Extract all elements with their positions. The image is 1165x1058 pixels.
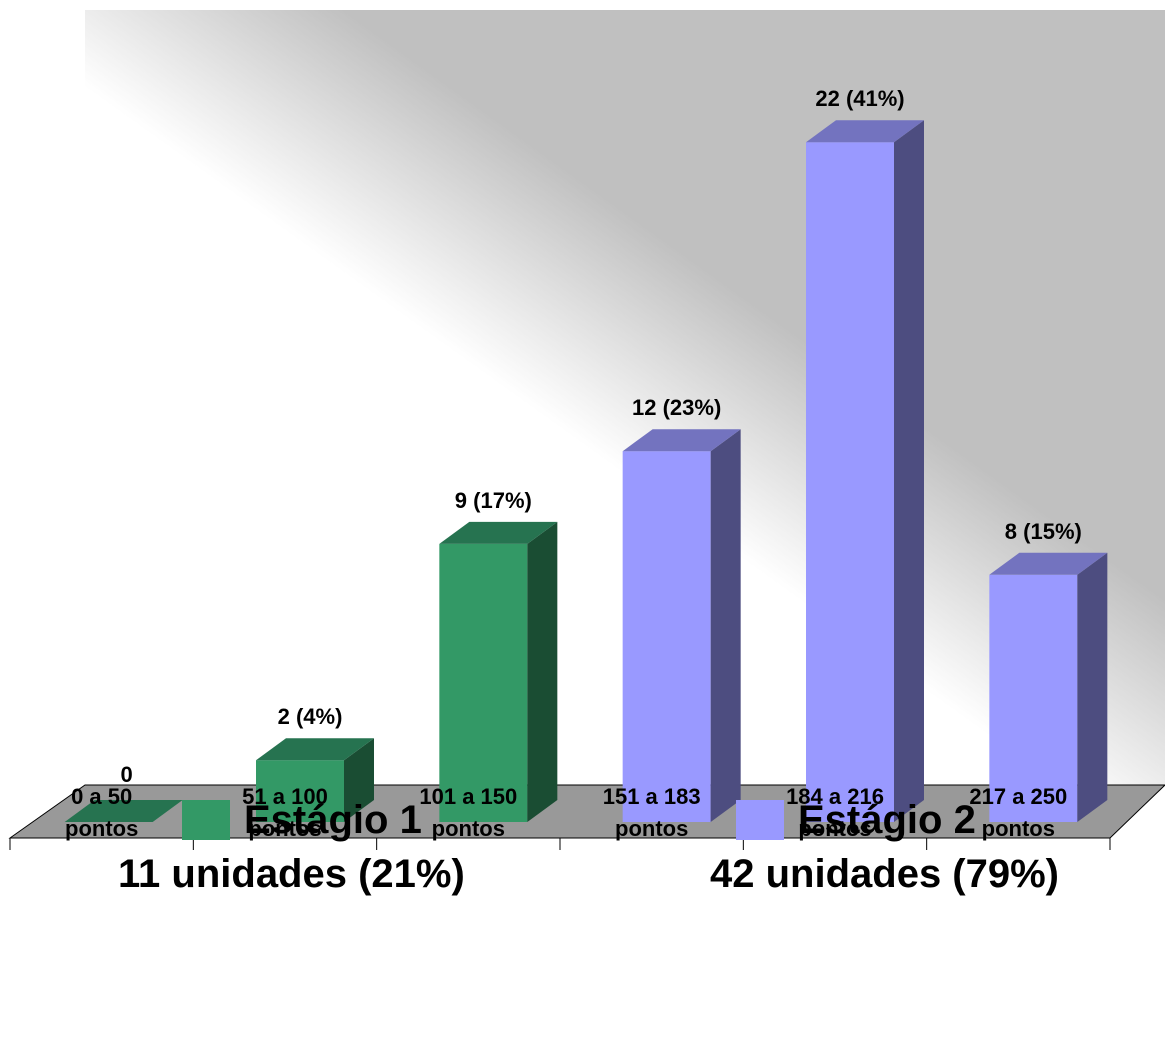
bar-top-5 [989, 552, 1108, 575]
legend-subtitle-stage-2: 42 unidades (79%) [710, 852, 1060, 896]
x-tick-label-4-0: 184 a 216 [786, 784, 884, 809]
bar-5 [989, 552, 1108, 822]
x-tick-label-3-1: pontos [615, 816, 688, 841]
x-tick-label-4-1: pontos [798, 816, 871, 841]
x-tick-label-1-0: 51 a 100 [242, 784, 328, 809]
legend-item-stage-1: Estágio 1 11 unidades (21%) [118, 796, 502, 898]
legend-title-stage-2: Estágio 2 [798, 798, 976, 842]
bar-0 [64, 800, 183, 822]
bar-front-1 [256, 760, 344, 822]
bar-front-2 [439, 543, 528, 822]
bar-4 [806, 120, 924, 822]
bar-side-2 [527, 521, 558, 822]
bar-top-4 [806, 120, 924, 143]
bar-side-5 [1077, 552, 1108, 822]
x-tick-label-0-1: pontos [65, 816, 138, 841]
bar-3 [622, 429, 741, 822]
legend-swatch-stage-1 [182, 800, 230, 840]
legend-swatch-stage-2 [736, 800, 784, 840]
x-tick-label-3-0: 151 a 183 [603, 784, 701, 809]
data-label-3: 12 (23%) [632, 395, 721, 420]
bar-side-3 [710, 429, 741, 822]
legend-item-stage-2: Estágio 2 42 unidades (79%) [710, 796, 1136, 898]
x-tick-label-0-0: 0 a 50 [71, 784, 132, 809]
x-tick-label-5-0: 217 a 250 [969, 784, 1067, 809]
data-label-4: 22 (41%) [815, 86, 904, 111]
bar-side-1 [344, 738, 374, 822]
x-tick-label-5-1: pontos [982, 816, 1055, 841]
x-tick-label-2-0: 101 a 150 [419, 784, 517, 809]
bar-2 [439, 521, 558, 822]
bar-1 [256, 738, 374, 822]
data-label-5: 8 (15%) [1005, 519, 1082, 544]
legend-subtitle-stage-1: 11 unidades (21%) [118, 852, 465, 896]
bar-top-0 [64, 800, 183, 822]
x-tick-label-1-1: pontos [248, 816, 321, 841]
chart-plot: 0 2 (4%) 9 (17%) 12 (23%) 22 (41%) 8 (15%) 0 … [8, 10, 1165, 850]
bar-front-4 [806, 142, 894, 822]
bar-top-3 [622, 429, 741, 452]
bar-side-4 [894, 120, 924, 822]
x-tick-label-2-1: pontos [432, 816, 505, 841]
data-label-2: 9 (17%) [455, 488, 532, 513]
legend-title-stage-1: Estágio 1 [244, 798, 422, 842]
bar-front-5 [989, 574, 1078, 822]
bar-front-3 [622, 451, 711, 822]
data-label-1: 2 (4%) [278, 704, 343, 729]
data-label-0: 0 [121, 762, 133, 787]
bar-top-2 [439, 521, 558, 544]
bar-top-1 [256, 738, 374, 761]
